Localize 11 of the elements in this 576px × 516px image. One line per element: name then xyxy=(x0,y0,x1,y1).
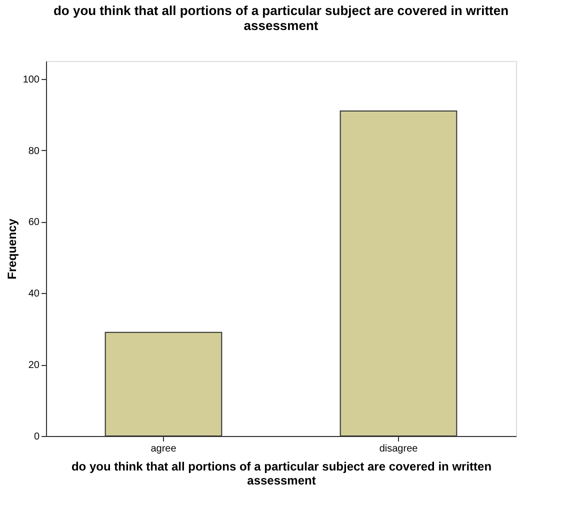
x-tick-label: disagree xyxy=(379,444,418,454)
x-tick-label: agree xyxy=(150,444,177,454)
y-tick-label: 40 xyxy=(28,288,40,300)
chart-title: do you think that all portions of a particular subject are covered in written assessment xyxy=(53,3,509,33)
y-tick-label: 20 xyxy=(28,360,40,372)
x-axis-title: do you think that all portions of a particular subject are covered in written assessment xyxy=(71,460,492,488)
y-tick-label: 60 xyxy=(28,217,40,228)
y-tick-label: 100 xyxy=(22,74,40,86)
y-tick-label: 80 xyxy=(28,146,40,157)
y-tick-label: 0 xyxy=(34,432,40,442)
y-axis-title: Frequency xyxy=(4,218,19,280)
